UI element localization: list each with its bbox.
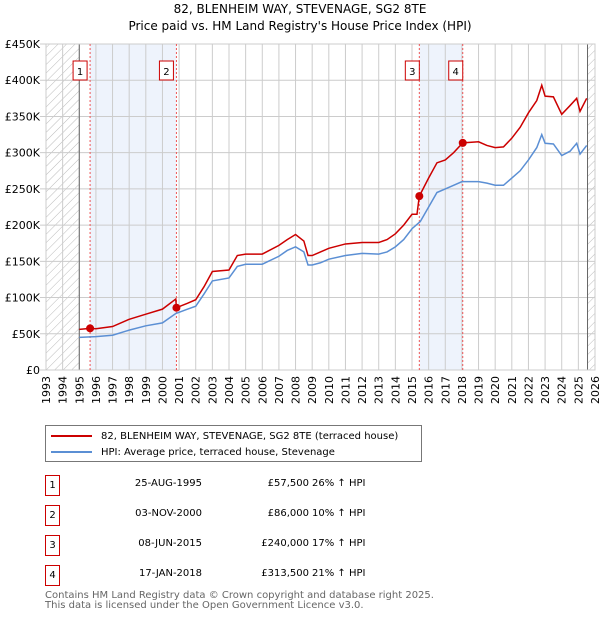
legend-swatch-red (51, 435, 92, 437)
x-tick-label: 1995 (73, 376, 86, 404)
y-tick-label: £400K (5, 74, 41, 87)
x-tick-label: 2006 (256, 376, 269, 404)
x-tick-label: 1998 (123, 376, 136, 404)
chart-subtitle: Price paid vs. HM Land Registry's House … (128, 19, 472, 33)
y-tick-label: £200K (5, 219, 41, 232)
sale-marker-number: 1 (77, 67, 83, 78)
sale-row: 1 25-AUG-1995 £57,500 26% ↑ HPI (45, 475, 465, 496)
x-tick-label: 2007 (273, 376, 286, 404)
x-tick-label: 2009 (306, 376, 319, 404)
legend-swatch-blue (51, 451, 92, 453)
x-tick-label: 2018 (456, 376, 469, 404)
sale-price: £57,500 (267, 478, 309, 489)
x-tick-label: 2000 (156, 376, 169, 404)
x-tick-label: 1994 (57, 376, 70, 404)
x-tick-label: 2003 (206, 376, 219, 404)
y-tick-label: £0 (26, 364, 40, 377)
x-tick-label: 2017 (439, 376, 452, 404)
sale-marker-box (448, 60, 464, 81)
sale-date: 08-JUN-2015 (138, 538, 202, 549)
sale-price: £86,000 (267, 508, 309, 519)
x-tick-label: 2013 (373, 376, 386, 404)
plot-area: 1993 1994 1995 1996 1997 1998 1999 2000 2001 2002… (5, 38, 600, 404)
x-tick-label: 1997 (107, 376, 120, 404)
x-tick-label: 2010 (323, 376, 336, 404)
footer-line-2: This data is licensed under the Open Gov… (45, 600, 364, 611)
x-tick-label: 2019 (473, 376, 486, 404)
x-tick-label: 1999 (140, 376, 153, 404)
y-tick-label: £150K (5, 255, 41, 268)
x-tick-label: 2002 (190, 376, 203, 404)
legend-item-property: 82, BLENHEIM WAY, STEVENAGE, SG2 8TE (te… (51, 428, 398, 444)
sale-marker-label: 2 (45, 505, 60, 526)
y-tick-label: £300K (5, 147, 41, 160)
x-tick-label: 2022 (522, 376, 535, 404)
x-tick-label: 2016 (423, 376, 436, 404)
x-tick-label: 2026 (589, 376, 600, 404)
hatched-region (587, 44, 595, 370)
sale-hpi-diff: 26% ↑ HPI (312, 478, 366, 489)
y-tick-label: £450K (5, 38, 41, 51)
sale-marker-label: 3 (45, 535, 60, 556)
legend: 82, BLENHEIM WAY, STEVENAGE, SG2 8TE (te… (45, 425, 422, 462)
plot-border (45, 43, 596, 371)
sale-date: 25-AUG-1995 (134, 478, 202, 489)
x-tick-label: 2014 (389, 376, 402, 404)
sale-price: £313,500 (261, 568, 309, 579)
sale-hpi-diff: 17% ↑ HPI (312, 538, 366, 549)
y-tick-label: £50K (12, 328, 41, 341)
sale-row: 4 17-JAN-2018 £313,500 21% ↑ HPI (45, 565, 465, 586)
x-tick-label: 2001 (173, 376, 186, 404)
legend-label: 82, BLENHEIM WAY, STEVENAGE, SG2 8TE (te… (101, 430, 399, 442)
x-tick-label: 2023 (539, 376, 552, 404)
sale-date: 17-JAN-2018 (138, 568, 202, 579)
x-tick-label: 2008 (290, 376, 303, 404)
shaded-region (90, 44, 177, 370)
x-tick-label: 2021 (506, 376, 519, 404)
legend-label: HPI: Average price, terraced house, Stev… (101, 446, 335, 458)
y-tick-label: £250K (5, 183, 41, 196)
x-tick-label: 2020 (489, 376, 502, 404)
sale-row: 3 08-JUN-2015 £240,000 17% ↑ HPI (45, 535, 465, 556)
x-tick-label: 1993 (40, 376, 53, 404)
x-tick-label: 2011 (339, 376, 352, 404)
sale-row: 2 03-NOV-2000 £86,000 10% ↑ HPI (45, 505, 465, 526)
sale-point (415, 192, 424, 201)
sale-marker-number: 2 (163, 67, 169, 78)
sale-price: £240,000 (261, 538, 309, 549)
sale-hpi-diff: 21% ↑ HPI (312, 568, 366, 579)
sale-marker-number: 4 (453, 67, 459, 78)
sale-marker-number: 3 (409, 67, 415, 78)
sale-marker-box (404, 60, 420, 81)
x-tick-label: 2025 (572, 376, 585, 404)
chart-title: 82, BLENHEIM WAY, STEVENAGE, SG2 8TE (173, 2, 427, 16)
x-tick-label: 2024 (556, 376, 569, 404)
sale-marker-box (72, 60, 88, 81)
sale-hpi-diff: 10% ↑ HPI (312, 508, 366, 519)
property-price-line (79, 82, 588, 331)
sale-point (86, 324, 95, 333)
y-tick-label: £100K (5, 292, 41, 305)
x-tick-label: 1996 (90, 376, 103, 404)
sale-date: 03-NOV-2000 (135, 508, 202, 519)
shaded-region (419, 44, 463, 370)
hpi-line (79, 132, 588, 339)
x-tick-label: 2015 (406, 376, 419, 404)
x-tick-label: 2012 (356, 376, 369, 404)
x-tick-label: 2005 (240, 376, 253, 404)
legend-item-hpi: HPI: Average price, terraced house, Stev… (51, 444, 335, 460)
sale-marker-label: 1 (45, 475, 60, 496)
sale-marker-box (158, 60, 174, 81)
sale-point (458, 138, 467, 147)
sale-marker-label: 4 (45, 565, 60, 586)
x-tick-label: 2004 (223, 376, 236, 404)
y-tick-label: £350K (5, 110, 41, 123)
footer-line-1: Contains HM Land Registry data © Crown c… (45, 590, 434, 601)
sale-point (172, 303, 181, 312)
